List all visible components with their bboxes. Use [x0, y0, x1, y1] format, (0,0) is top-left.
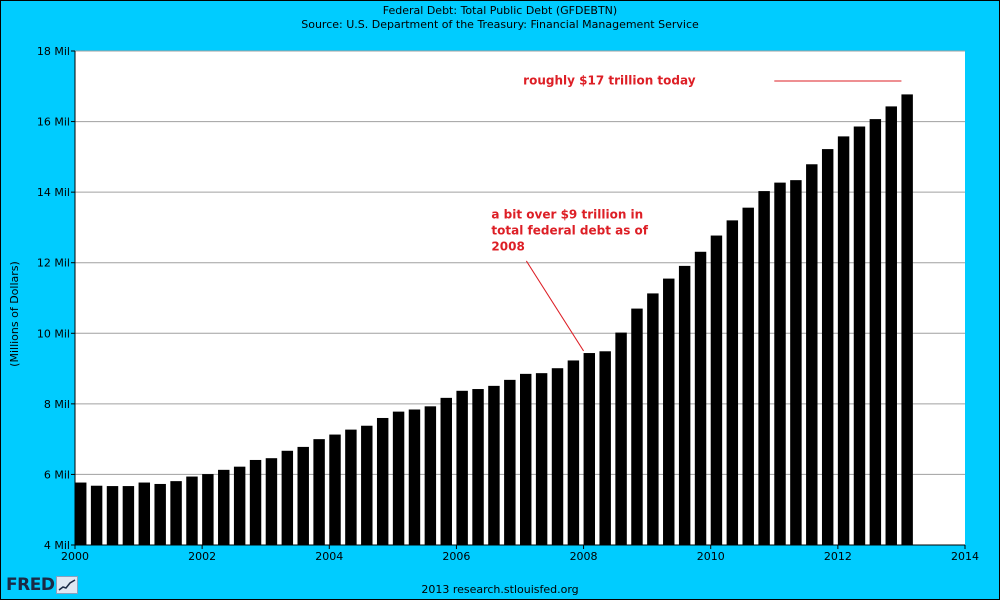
bar	[154, 483, 166, 545]
bar	[186, 476, 198, 545]
bar	[218, 469, 230, 545]
bar	[170, 481, 182, 545]
y-tick-label: 18 Mil	[37, 45, 70, 58]
bar	[647, 293, 659, 545]
bar	[631, 308, 643, 545]
bar	[504, 379, 516, 545]
x-tick-label: 2000	[61, 550, 89, 563]
bar	[694, 251, 707, 546]
y-tick-label: 14 Mil	[37, 186, 70, 199]
bar	[790, 180, 802, 545]
bar	[440, 397, 452, 545]
bar	[106, 486, 119, 545]
x-tick-label: 2010	[697, 550, 725, 563]
bar	[806, 164, 818, 545]
bar	[742, 207, 754, 545]
bar	[583, 353, 596, 545]
x-tick-label: 2014	[951, 550, 979, 563]
annotation-text: total federal debt as of	[491, 224, 648, 238]
bar	[869, 119, 882, 545]
bar	[853, 126, 866, 546]
annotation-text: a bit over $9 trillion in	[491, 208, 643, 222]
bar	[567, 360, 580, 545]
bar	[265, 458, 278, 545]
annotation-text: 2008	[491, 240, 524, 254]
bar	[361, 425, 373, 545]
bar	[345, 429, 357, 545]
bar	[520, 373, 532, 545]
bar	[313, 439, 325, 545]
bar	[758, 191, 770, 545]
annotation-text: roughly $17 trillion today	[523, 74, 696, 88]
y-axis-label: (Millions of Dollars)	[8, 261, 21, 367]
bar	[821, 149, 834, 545]
bar	[488, 385, 500, 545]
bar	[75, 482, 87, 545]
bar	[456, 390, 468, 545]
bar	[901, 94, 913, 545]
chart-title: Federal Debt: Total Public Debt (GFDEBTN…	[382, 4, 618, 17]
bar	[329, 434, 341, 545]
bar	[551, 368, 564, 545]
x-tick-label: 2012	[824, 550, 852, 563]
bar	[885, 106, 897, 546]
x-tick-label: 2004	[315, 550, 343, 563]
bar	[663, 278, 675, 545]
bar	[535, 373, 548, 545]
chart-line-icon	[56, 576, 79, 594]
bar	[138, 482, 151, 545]
bar	[249, 459, 262, 545]
bar	[472, 389, 484, 545]
bar	[122, 486, 135, 545]
tick-labels: 4 Mil 6 Mil 8 Mil 10 Mil 12 Mil 14 Mil 16 Mil 1…	[37, 45, 979, 563]
bar	[90, 485, 103, 545]
y-tick-label: 12 Mil	[37, 257, 70, 270]
bar	[424, 406, 437, 545]
x-tick-label: 2006	[442, 550, 470, 563]
bar	[726, 220, 739, 545]
bar	[376, 417, 389, 545]
annotation-line	[525, 260, 584, 352]
y-tick-label: 6 Mil	[44, 468, 70, 481]
bar	[599, 351, 611, 545]
y-tick-label: 16 Mil	[37, 116, 70, 129]
x-tick-label: 2008	[570, 550, 598, 563]
axes	[71, 50, 966, 549]
source-credit: 2013 research.stlouisfed.org	[421, 583, 579, 596]
annotations: roughly $17 trillion today a bit over $9 …	[491, 74, 902, 352]
bar	[710, 235, 723, 545]
bar	[408, 409, 421, 545]
bar	[202, 474, 214, 545]
bar	[615, 332, 627, 545]
bar	[837, 136, 850, 546]
y-tick-label: 4 Mil	[44, 539, 70, 552]
bar	[297, 446, 309, 545]
y-tick-label: 8 Mil	[44, 398, 70, 411]
bar	[233, 466, 246, 545]
fred-logo: FRED	[6, 575, 79, 595]
bar-series	[75, 94, 913, 546]
bar	[392, 411, 405, 545]
y-tick-label: 10 Mil	[37, 327, 70, 340]
x-tick-label: 2002	[188, 550, 216, 563]
bar	[281, 450, 294, 545]
bar	[774, 182, 786, 545]
bar	[678, 265, 691, 545]
chart-subtitle: Source: U.S. Department of the Treasury:…	[301, 18, 699, 31]
fred-logo-text: FRED	[6, 575, 55, 595]
